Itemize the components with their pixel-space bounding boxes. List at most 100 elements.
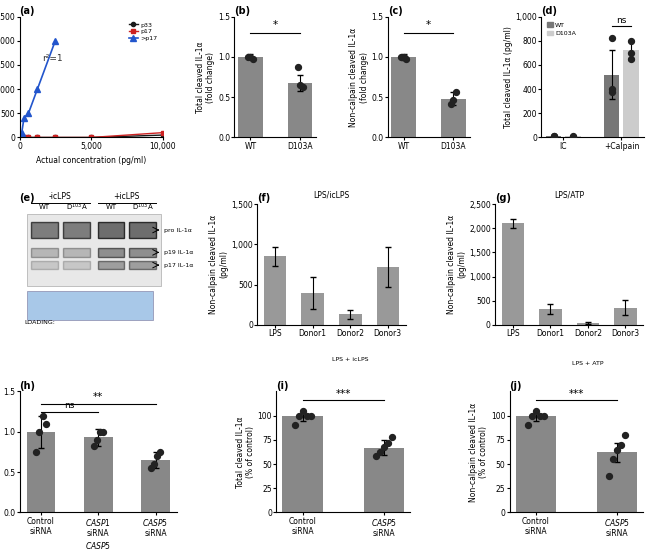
Point [297, 83, 307, 92]
p17 [87, 134, 95, 141]
Text: -icLPS: -icLPS [49, 192, 72, 201]
Point [295, 80, 306, 89]
Text: *: * [273, 20, 278, 30]
Point [568, 132, 578, 141]
Point [248, 55, 258, 64]
Bar [515, 415, 556, 512]
p17 [159, 129, 166, 136]
Bar [141, 460, 170, 512]
p33 [20, 134, 28, 141]
Bar [566, 136, 580, 138]
Point [374, 448, 385, 457]
Point [606, 87, 617, 96]
Point [155, 447, 165, 456]
Text: WT: WT [39, 204, 50, 210]
Text: **: ** [93, 392, 103, 402]
Point [448, 96, 459, 105]
Point [398, 52, 409, 61]
>p17 [51, 37, 59, 44]
Bar [339, 315, 361, 325]
Point [608, 455, 618, 463]
p17 [25, 134, 32, 141]
Bar [283, 415, 323, 512]
Text: *: * [426, 20, 431, 30]
Point [450, 88, 461, 97]
Point [289, 421, 300, 430]
Y-axis label: Total cleaved IL-1α (pg/ml): Total cleaved IL-1α (pg/ml) [504, 26, 512, 128]
p33 [34, 134, 42, 141]
Bar [363, 447, 404, 512]
Point [242, 52, 253, 61]
>p17 [20, 115, 28, 121]
Text: +icLPS: +icLPS [113, 192, 140, 201]
FancyBboxPatch shape [129, 247, 156, 257]
FancyBboxPatch shape [31, 222, 58, 238]
Bar [441, 99, 466, 138]
Bar [623, 50, 639, 138]
Text: (i): (i) [276, 381, 289, 391]
Text: ns: ns [616, 16, 627, 25]
Bar [302, 293, 324, 325]
Text: LOADING:: LOADING: [24, 320, 55, 325]
p17 [34, 134, 42, 141]
Point [604, 471, 614, 480]
Point [38, 411, 48, 420]
Point [379, 442, 389, 451]
FancyBboxPatch shape [129, 222, 156, 238]
Point [401, 55, 411, 64]
Point [539, 411, 549, 420]
Point [302, 411, 312, 420]
p17 [18, 134, 25, 141]
Point [606, 85, 617, 94]
Point [568, 132, 578, 141]
Bar [27, 432, 55, 512]
Point [370, 452, 381, 461]
Point [535, 411, 545, 420]
Text: LPS + icLPS: LPS + icLPS [332, 357, 369, 362]
Bar [614, 307, 637, 325]
FancyBboxPatch shape [98, 261, 124, 269]
Point [626, 48, 636, 57]
FancyBboxPatch shape [98, 222, 124, 238]
FancyBboxPatch shape [31, 247, 58, 257]
Point [620, 431, 630, 440]
Y-axis label: Total cleaved IL-1α
(% of control): Total cleaved IL-1α (% of control) [235, 416, 255, 488]
Point [293, 411, 304, 420]
Point [523, 421, 533, 430]
Text: r²=1: r²=1 [42, 54, 63, 63]
Text: LPS/icLPS: LPS/icLPS [313, 190, 350, 199]
Text: p17 IL-1α: p17 IL-1α [164, 263, 193, 268]
Point [95, 428, 105, 436]
Legend: p33, p17, >p17: p33, p17, >p17 [126, 20, 160, 44]
Text: pro IL-1α: pro IL-1α [164, 228, 192, 233]
Bar [502, 223, 524, 325]
FancyBboxPatch shape [63, 261, 90, 269]
Text: LPS + ATP: LPS + ATP [572, 361, 604, 366]
Point [98, 428, 108, 436]
Point [146, 464, 156, 473]
FancyBboxPatch shape [27, 214, 161, 287]
Point [383, 439, 393, 447]
Point [88, 442, 99, 451]
FancyBboxPatch shape [63, 247, 90, 257]
Y-axis label: Total cleaved IL-1α
(fold change): Total cleaved IL-1α (fold change) [196, 41, 215, 113]
Bar [288, 83, 313, 138]
Bar [540, 309, 562, 325]
Bar [577, 323, 599, 325]
Y-axis label: Non-calpain cleaved IL-1α
(pg/ml): Non-calpain cleaved IL-1α (pg/ml) [447, 215, 466, 314]
Text: (g): (g) [495, 193, 511, 203]
p33 [25, 134, 32, 141]
Point [626, 36, 636, 45]
>p17 [18, 129, 25, 136]
FancyBboxPatch shape [27, 291, 153, 320]
Point [92, 435, 102, 444]
Point [292, 63, 303, 72]
Text: (j): (j) [510, 381, 522, 391]
Y-axis label: Non-calpain cleaved IL-1α
(pg/ml): Non-calpain cleaved IL-1α (pg/ml) [209, 215, 229, 314]
Text: p19 IL-1α: p19 IL-1α [164, 250, 193, 255]
Point [612, 445, 622, 454]
p33 [159, 132, 166, 138]
Bar [597, 452, 638, 512]
Text: LPS/ATP: LPS/ATP [554, 190, 584, 199]
>p17 [16, 134, 23, 141]
